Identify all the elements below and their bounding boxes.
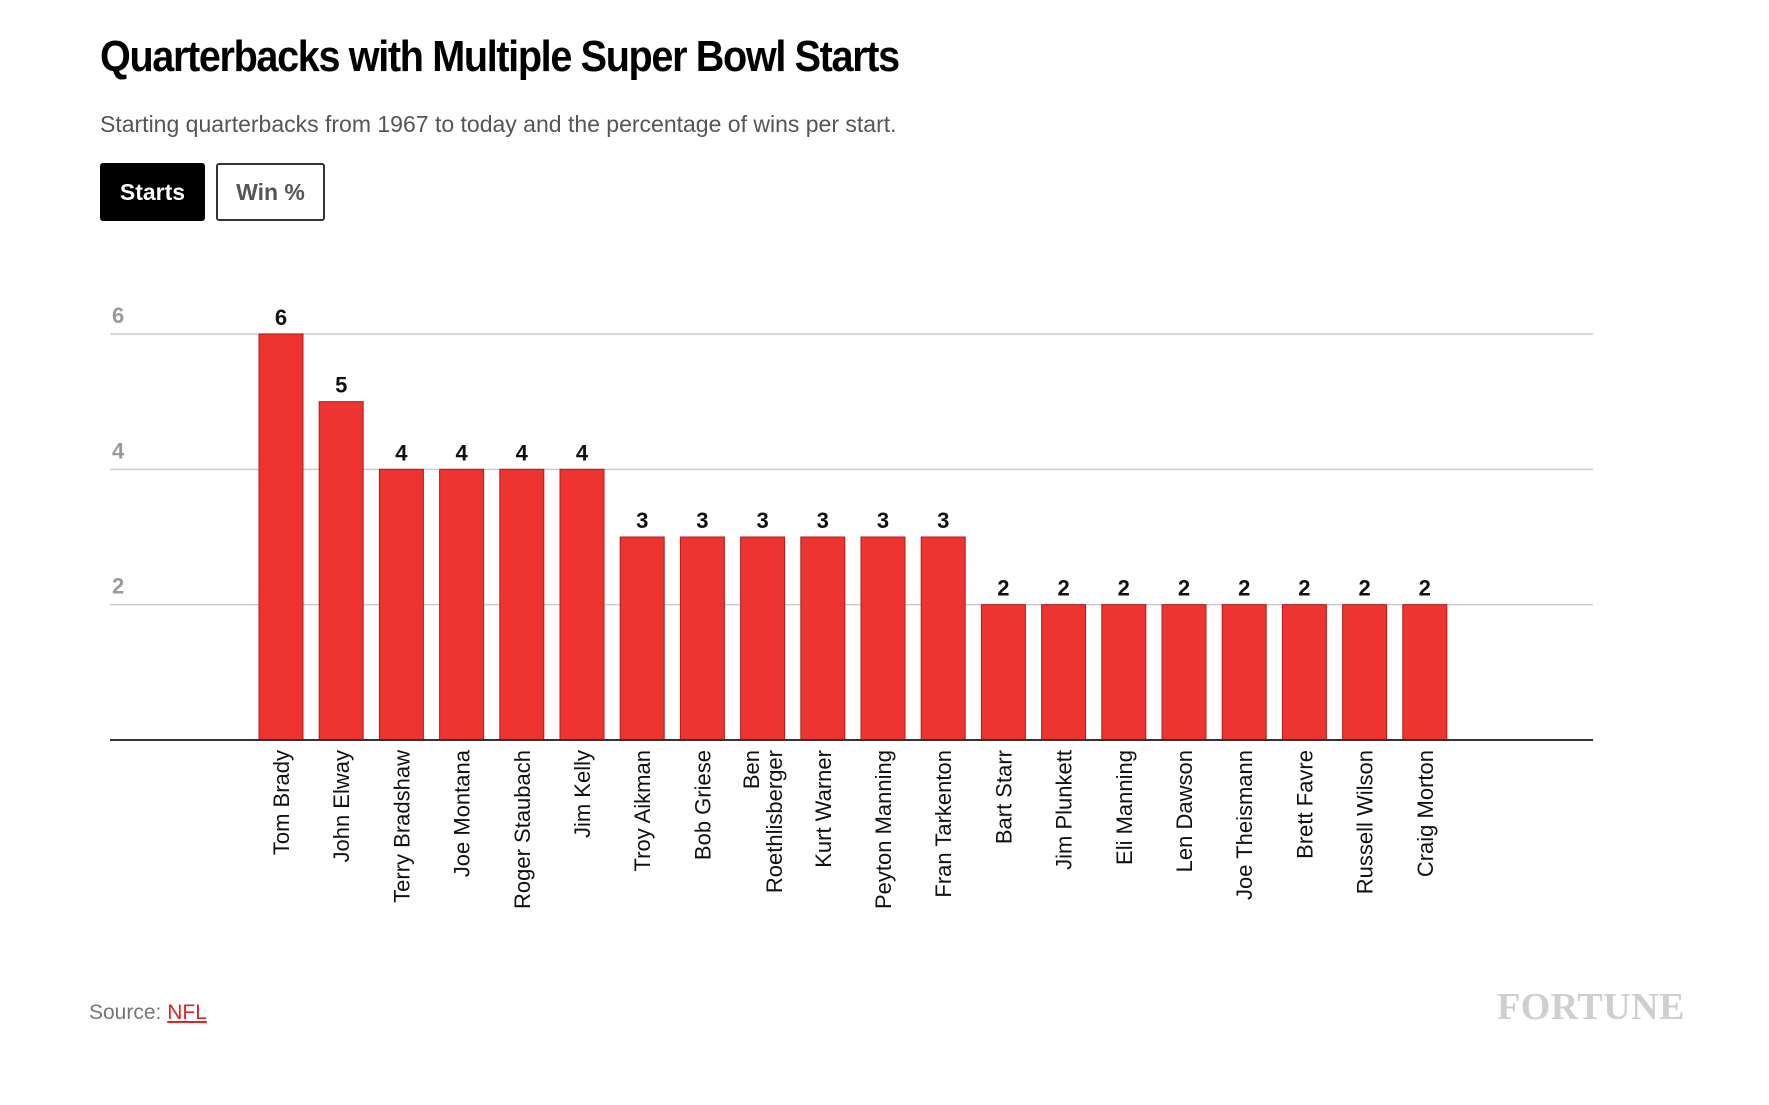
bar — [1101, 604, 1147, 741]
x-tick-label: Brett Favre — [1292, 750, 1317, 859]
x-tick-label: Joe Theismann — [1232, 750, 1257, 900]
source-note: Source: NFL — [89, 1001, 207, 1025]
x-tick-label: Troy Aikman — [630, 750, 655, 871]
bar-value-label: 4 — [455, 440, 468, 465]
tab-starts[interactable]: Starts — [100, 163, 205, 221]
metric-toggle: Starts Win % — [100, 163, 325, 221]
x-tick-label: Terry Bradshaw — [389, 750, 414, 903]
x-tick-label: Jim Plunkett — [1052, 750, 1077, 870]
bar — [378, 468, 424, 741]
bar-value-label: 2 — [1057, 576, 1069, 601]
x-tick-label: Russell Wilson — [1353, 750, 1378, 894]
bar-value-label: 2 — [997, 576, 1009, 601]
bar-value-label: 3 — [937, 508, 949, 533]
x-tick-label: Bob Griese — [690, 750, 715, 860]
y-tick-label: 6 — [112, 303, 124, 328]
bar — [499, 468, 545, 741]
bar-value-label: 3 — [636, 508, 648, 533]
bar — [980, 604, 1026, 741]
bar — [679, 536, 725, 741]
bar — [1281, 604, 1327, 741]
source-label: Source: — [89, 1001, 168, 1024]
bar — [1221, 604, 1267, 741]
fortune-logo: FORTUNE — [1497, 986, 1685, 1028]
bar-value-label: 2 — [1298, 576, 1310, 601]
bar — [619, 536, 665, 741]
bar — [1402, 604, 1448, 741]
bar — [1161, 604, 1207, 741]
x-tick-label: Roethlisberger — [762, 750, 787, 893]
bar-value-label: 2 — [1178, 576, 1190, 601]
source-link[interactable]: NFL — [167, 1001, 207, 1024]
bar-value-label: 4 — [516, 440, 529, 465]
bar-value-label: 6 — [275, 305, 287, 330]
bar — [258, 333, 304, 741]
x-tick-label: John Elway — [329, 750, 354, 863]
bar-value-label: 2 — [1419, 576, 1431, 601]
x-tick-label: Fran Tarkenton — [931, 750, 956, 898]
x-tick-label: Roger Staubach — [510, 750, 535, 909]
bar-value-label: 2 — [1118, 576, 1130, 601]
x-tick-label: Peyton Manning — [871, 750, 896, 909]
x-tick-label: Ben — [739, 750, 764, 789]
bar-value-label: 3 — [756, 508, 768, 533]
chart-title: Quarterbacks with Multiple Super Bowl St… — [100, 32, 900, 81]
bar-value-label: 2 — [1358, 576, 1370, 601]
bar — [1041, 604, 1087, 741]
bar-value-label: 3 — [817, 508, 829, 533]
bar-value-label: 4 — [576, 440, 589, 465]
bar — [860, 536, 906, 741]
bar-value-label: 2 — [1238, 576, 1250, 601]
bar — [559, 468, 605, 741]
bar — [740, 536, 786, 741]
bar — [318, 401, 364, 741]
x-tick-label: Len Dawson — [1172, 750, 1197, 872]
bar-value-label: 3 — [877, 508, 889, 533]
bar — [439, 468, 485, 741]
x-tick-label: Kurt Warner — [811, 750, 836, 868]
y-tick-label: 2 — [112, 574, 124, 599]
bar — [800, 536, 846, 741]
x-tick-label: Joe Montana — [450, 749, 475, 877]
tab-win-percent[interactable]: Win % — [216, 163, 325, 221]
chart-subtitle: Starting quarterbacks from 1967 to today… — [100, 111, 897, 137]
y-tick-label: 4 — [112, 438, 125, 463]
bar-value-label: 5 — [335, 373, 347, 398]
x-tick-label: Eli Manning — [1112, 750, 1137, 865]
bar-value-label: 4 — [395, 440, 408, 465]
bar — [920, 536, 966, 741]
x-tick-label: Craig Morton — [1413, 750, 1438, 877]
bar — [1342, 604, 1388, 741]
x-tick-label: Bart Starr — [991, 750, 1016, 844]
x-tick-label: Tom Brady — [269, 750, 294, 855]
bar-value-label: 3 — [696, 508, 708, 533]
x-tick-label: Jim Kelly — [570, 750, 595, 838]
